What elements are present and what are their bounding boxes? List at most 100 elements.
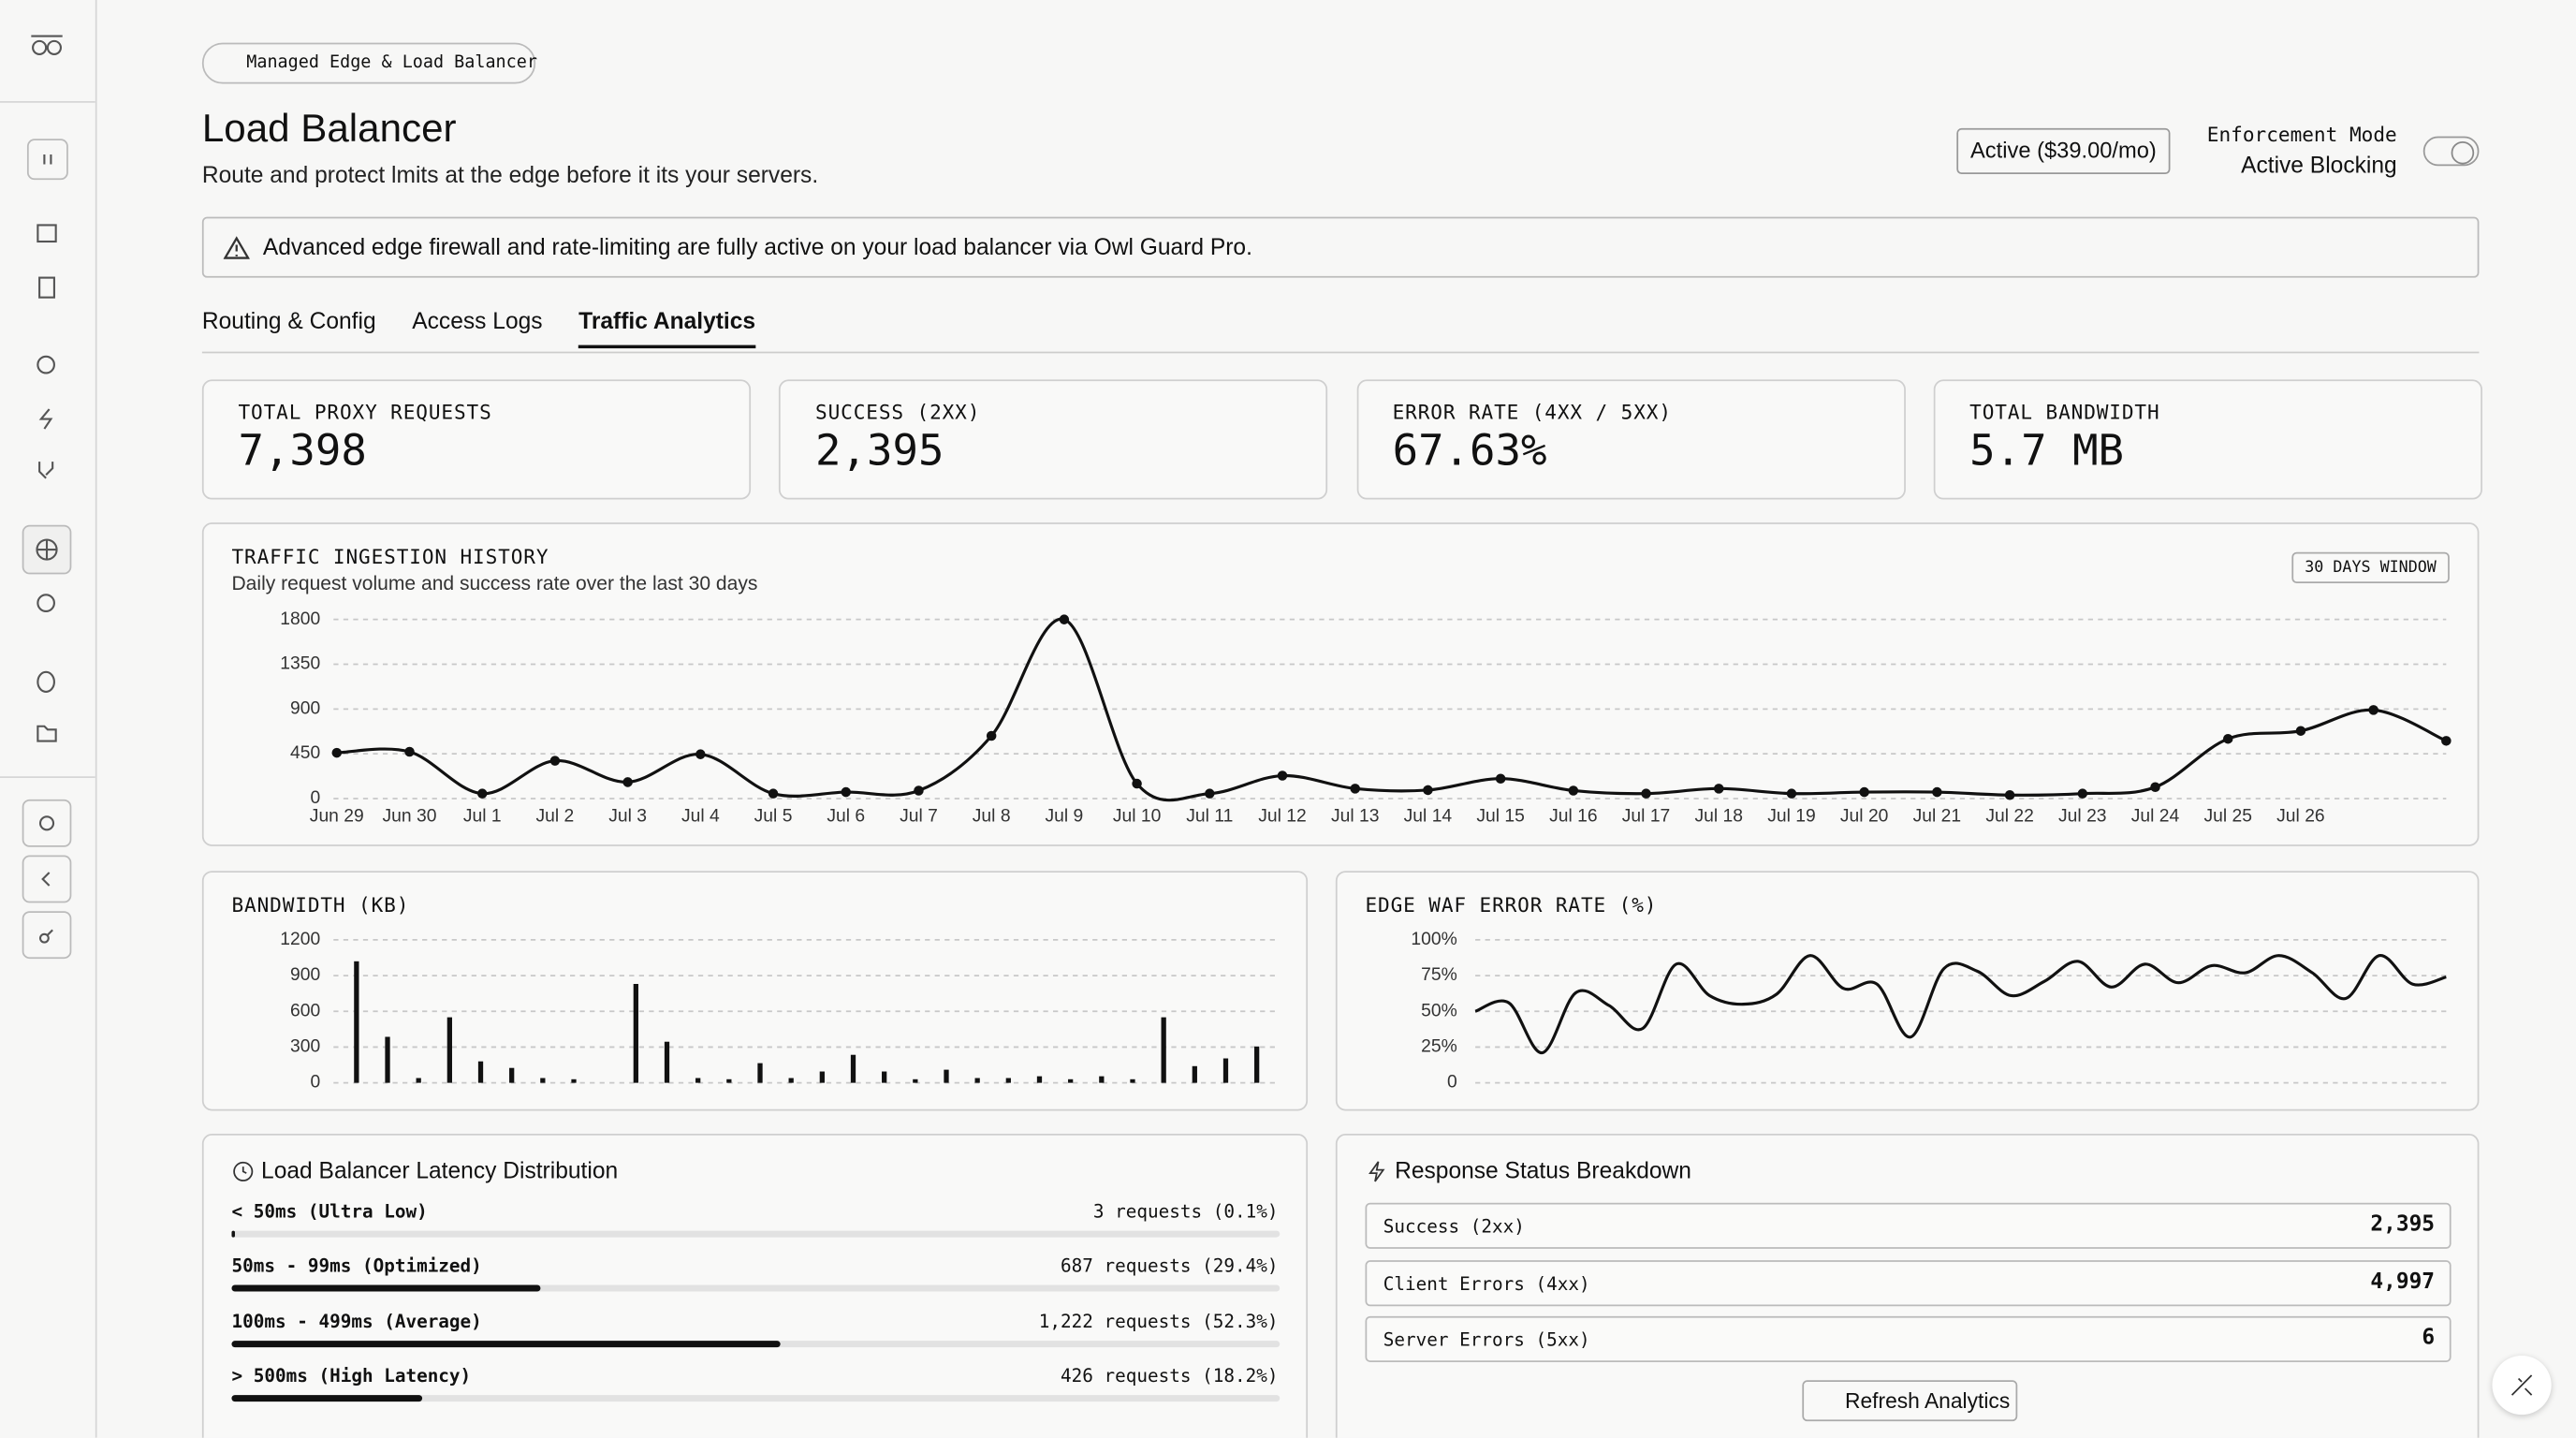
- mode-value: Active Blocking: [2241, 151, 2397, 178]
- stat-value: 7,398: [238, 427, 367, 477]
- point: [2150, 782, 2160, 793]
- x-tick-label: Jul 22: [1985, 806, 2034, 826]
- x-tick-label: Jul 8: [973, 806, 1011, 826]
- y-tick-label: 450: [290, 743, 320, 763]
- y-tick-label: 900: [290, 698, 320, 718]
- status-card: Response Status Breakdown Refresh Analyt…: [1335, 1134, 2480, 1438]
- point: [1423, 785, 1433, 796]
- point: [1568, 785, 1579, 796]
- latency-bar: [231, 1340, 781, 1347]
- x-tick-label: Jul 17: [1622, 806, 1671, 826]
- x-tick-label: Jul 11: [1186, 806, 1233, 826]
- point: [331, 747, 343, 758]
- y-tick-label: 300: [290, 1037, 320, 1057]
- y-tick-label: 100%: [1411, 930, 1456, 949]
- point: [2077, 788, 2088, 799]
- point: [1350, 784, 1360, 794]
- point: [1059, 614, 1070, 624]
- plan-status[interactable]: Active ($39.00/mo): [1956, 127, 2171, 175]
- point: [1932, 786, 1942, 798]
- bar: [1099, 1076, 1105, 1083]
- x-tick-label: Jul 7: [900, 806, 938, 826]
- refresh-button[interactable]: Refresh Analytics: [1802, 1380, 2018, 1422]
- point: [1205, 788, 1215, 799]
- x-tick-label: Jul 23: [2058, 806, 2107, 826]
- y-tick-label: 1200: [280, 930, 320, 949]
- y-tick-label: 0: [1447, 1073, 1457, 1093]
- x-tick-label: Jul 1: [463, 806, 502, 826]
- y-tick-label: 1350: [280, 654, 320, 674]
- y-tick-label: 1800: [280, 609, 320, 629]
- status-label: Server Errors (5xx): [1383, 1328, 1590, 1351]
- bar: [726, 1078, 732, 1083]
- latency-card: Load Balancer Latency Distribution < 50ms…: [201, 1134, 1309, 1438]
- latency-count: 687 requests (29.4%): [1060, 1255, 1279, 1278]
- x-tick-label: Jul 13: [1331, 806, 1380, 826]
- bar: [1130, 1078, 1135, 1083]
- point: [841, 786, 852, 798]
- tabs: Routing & Config Access Logs Traffic Analy…: [201, 302, 2480, 354]
- stat-card: TOTAL BANDWIDTH 5.7 MB: [1933, 379, 2482, 500]
- alert-text: Advanced edge firewall and rate-limiting…: [262, 233, 1252, 260]
- chart: 0 25% 50% 75% 100%: [1411, 930, 2450, 1093]
- status-value: 2,395: [2370, 1212, 2436, 1238]
- status-row: Client Errors (4xx) 4,997: [1365, 1259, 2452, 1306]
- x-tick-label: Jul 5: [754, 806, 793, 826]
- status-value: 6: [2422, 1326, 2436, 1351]
- assistant-button[interactable]: [2492, 1355, 2552, 1416]
- x-tick-label: Jul 6: [827, 806, 865, 826]
- badge-text: Managed Edge & Load Balancer: [246, 52, 537, 73]
- chart-badge: 30 DAYS WINDOW: [2291, 551, 2450, 584]
- mode-toggle[interactable]: [2422, 136, 2480, 167]
- point: [1786, 788, 1797, 799]
- latency-bar: [231, 1394, 423, 1401]
- y-tick-label: 75%: [1421, 965, 1457, 985]
- y-tick-label: 25%: [1421, 1037, 1457, 1057]
- bar: [416, 1078, 421, 1083]
- point: [2222, 733, 2233, 744]
- bar: [1161, 1017, 1166, 1083]
- toggle-knob: [2451, 140, 2475, 165]
- bar: [446, 1017, 452, 1083]
- x-tick-label: Jul 15: [1476, 806, 1525, 826]
- y-tick-label: 0: [311, 788, 321, 808]
- status-row: Success (2xx) 2,395: [1365, 1202, 2452, 1249]
- latency-label: > 500ms (High Latency): [231, 1365, 472, 1387]
- bar: [757, 1063, 763, 1083]
- bar: [1254, 1046, 1260, 1083]
- bar: [819, 1071, 825, 1083]
- y-tick-label: 50%: [1421, 1001, 1457, 1020]
- stat-value: 5.7 MB: [1969, 427, 2125, 477]
- tab[interactable]: Routing & Config: [201, 307, 376, 334]
- latency-count: 1,222 requests (52.3%): [1038, 1310, 1279, 1332]
- status-label: Client Errors (4xx): [1383, 1272, 1590, 1295]
- x-tick-label: Jul 21: [1913, 806, 1962, 826]
- x-tick-label: Jul 20: [1840, 806, 1888, 826]
- latency-label: 100ms - 499ms (Average): [231, 1310, 482, 1332]
- stat-label: TOTAL BANDWIDTH: [1969, 401, 2160, 424]
- mode-label: Enforcement Mode: [2206, 123, 2397, 147]
- latency-bar: [231, 1230, 235, 1238]
- x-tick-label: Jul 9: [1045, 806, 1083, 826]
- latency-label: < 50ms (Ultra Low): [231, 1200, 428, 1223]
- bar: [509, 1067, 515, 1083]
- status-label: Success (2xx): [1383, 1215, 1525, 1238]
- bar: [913, 1078, 918, 1083]
- error-rate-card: EDGE WAF ERROR RATE (%) 0 25% 50% 75% 100%: [1335, 871, 2480, 1111]
- bar: [695, 1078, 701, 1083]
- bandwidth-card: BANDWIDTH (KB) 0 300 600 900 1200: [201, 871, 1309, 1111]
- tab[interactable]: Traffic Analytics: [578, 307, 756, 349]
- stat-card: ERROR RATE (4XX / 5XX) 67.63%: [1355, 379, 1906, 500]
- point: [2295, 726, 2306, 736]
- point: [986, 730, 997, 741]
- bar: [571, 1078, 577, 1083]
- point: [549, 756, 561, 766]
- assistant-icon: [2510, 1374, 2533, 1396]
- bar: [1068, 1078, 1074, 1083]
- x-tick-label: Jul 16: [1549, 806, 1598, 826]
- latency-track: [231, 1230, 1281, 1238]
- tab[interactable]: Access Logs: [412, 307, 543, 334]
- point: [2004, 789, 2015, 800]
